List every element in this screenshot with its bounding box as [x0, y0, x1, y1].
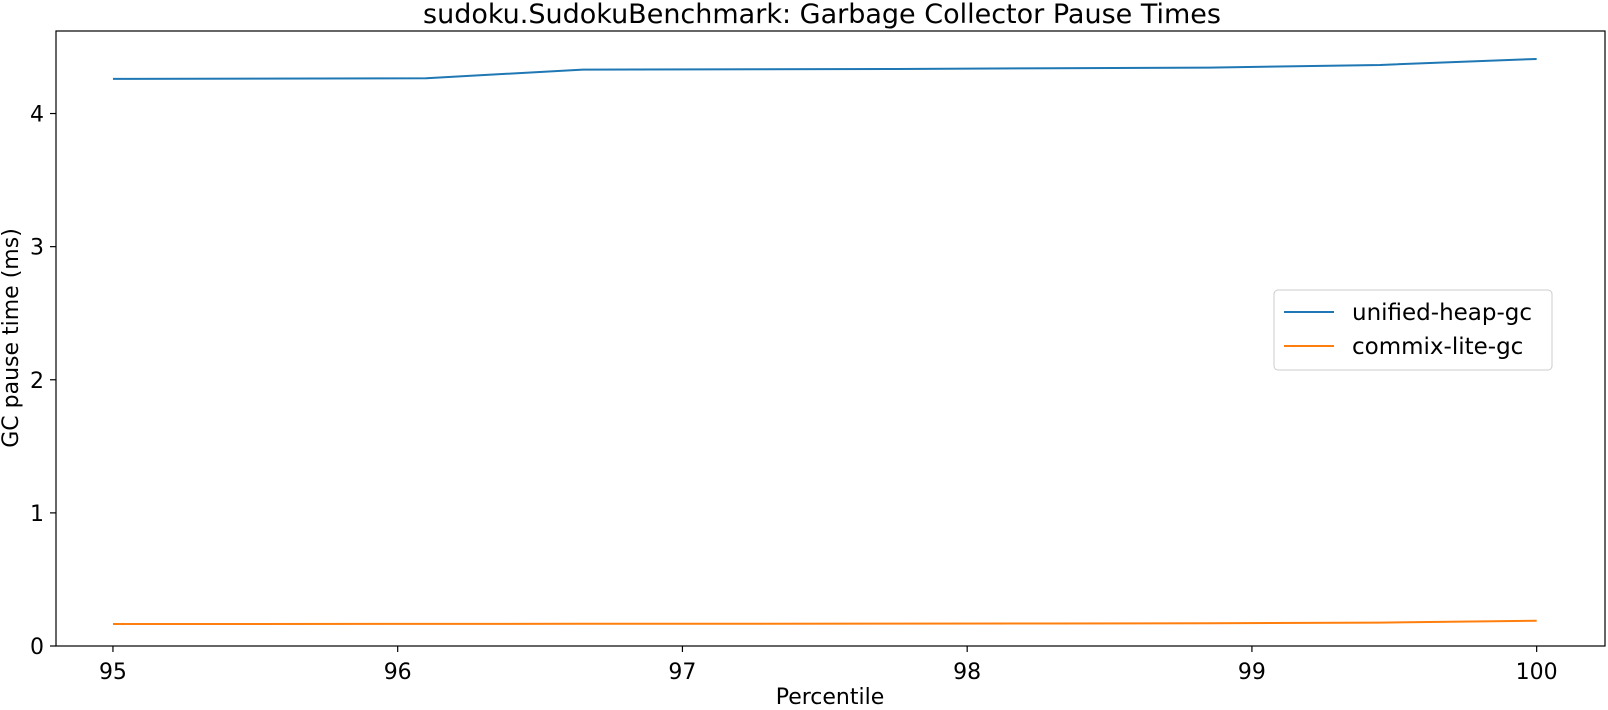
- legend-label: unified-heap-gc: [1352, 300, 1532, 326]
- series-layer: [112, 57, 1537, 626]
- data-point-commix-lite-gc: [1379, 622, 1380, 623]
- data-point-commix-lite-gc: [1536, 620, 1537, 621]
- data-point-commix-lite-gc: [112, 623, 113, 624]
- x-axis: 95 96 97 98 99 100: [99, 646, 1558, 685]
- data-point-unified-heap-gc: [582, 69, 583, 70]
- data-point-commix-lite-gc: [426, 623, 427, 624]
- y-tick-label: 1: [30, 502, 44, 527]
- data-point-unified-heap-gc: [895, 68, 896, 69]
- y-tick-label: 4: [30, 103, 44, 128]
- x-tick-label: 97: [668, 660, 696, 685]
- data-point-unified-heap-gc: [1052, 68, 1053, 69]
- data-point-commix-lite-gc: [1052, 623, 1053, 624]
- legend-label: commix-lite-gc: [1352, 334, 1523, 360]
- data-point-unified-heap-gc: [426, 78, 427, 79]
- y-axis: 0 1 2 3 4: [30, 103, 56, 660]
- data-point-commix-lite-gc: [1209, 623, 1210, 624]
- plot-area: [55, 30, 1606, 647]
- series-line-commix-lite-gc: [112, 619, 1537, 626]
- y-tick-label: 2: [30, 369, 44, 394]
- x-tick-label: 95: [99, 660, 127, 685]
- series-line-unified-heap-gc: [112, 57, 1537, 80]
- data-point-commix-lite-gc: [895, 623, 896, 624]
- x-axis-label: Percentile: [776, 685, 885, 710]
- y-tick-label: 3: [30, 236, 44, 261]
- legend: unified-heap-gc commix-lite-gc: [1273, 289, 1553, 371]
- y-axis-label: GC pause time (ms): [0, 228, 24, 448]
- y-tick-label: 0: [30, 635, 44, 660]
- data-point-unified-heap-gc: [1536, 58, 1537, 59]
- legend-box: [1273, 289, 1553, 371]
- data-point-unified-heap-gc: [1379, 64, 1380, 65]
- x-tick-label: 96: [384, 660, 412, 685]
- data-point-unified-heap-gc: [1209, 67, 1210, 68]
- chart-title: sudoku.SudokuBenchmark: Garbage Collecto…: [423, 0, 1221, 30]
- data-point-unified-heap-gc: [112, 78, 113, 79]
- x-tick-label: 100: [1516, 660, 1558, 685]
- x-tick-label: 98: [953, 660, 981, 685]
- x-tick-label: 99: [1238, 660, 1266, 685]
- data-point-commix-lite-gc: [582, 623, 583, 624]
